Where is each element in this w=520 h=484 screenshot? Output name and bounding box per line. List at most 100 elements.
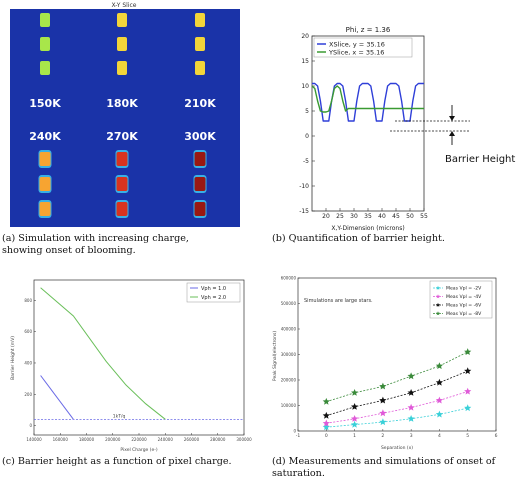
series-line (326, 351, 468, 403)
data-point-star (464, 387, 472, 395)
data-point-star (464, 348, 472, 355)
pixel-blob (40, 61, 50, 75)
pixel-blob (117, 37, 127, 51)
chart-b-xlabel: X,Y-Dimension (microns) (331, 225, 404, 232)
data-point-star (407, 372, 415, 380)
y-tick-label: 200 (24, 392, 32, 397)
pixel-blob (194, 202, 206, 216)
data-point-star (351, 403, 359, 410)
figure-a-title: X-Y Slice (112, 2, 137, 9)
data-point-star (379, 418, 387, 426)
pixel-blob (40, 13, 50, 27)
y-tick-label: 800 (24, 298, 32, 303)
x-tick-label: 3 (410, 433, 413, 439)
data-point-star (322, 423, 330, 431)
chart-c-barrier-vs-charge: 140000 160000 180000 200000 220000 240000 2600… (10, 279, 252, 453)
data-point-star (464, 367, 472, 375)
x-tick-label: 6 (495, 433, 498, 439)
data-point-star (379, 396, 387, 404)
legend-label: Meas Vpl = -6V (446, 303, 482, 309)
y-tick-label: 0 (29, 423, 32, 428)
x-tick-label: 4 (438, 433, 441, 439)
series-line (326, 391, 468, 424)
legend-label-vph2: Vph = 2.0 (201, 295, 226, 301)
chart-d-note: Simulations are large stars. (304, 298, 373, 304)
pixel-blob (195, 13, 205, 27)
x-tick-label: 140000 (26, 437, 42, 442)
series-line (311, 85, 424, 113)
data-point-star (351, 389, 359, 396)
pixel-blob (116, 202, 128, 216)
data-point-star (322, 411, 330, 419)
y-tick-label: 400 (24, 360, 32, 365)
chart-c-xlabel: Pixel Charge (e-) (120, 447, 158, 453)
data-point-star (407, 415, 415, 422)
series-line (312, 82, 424, 122)
series-line (40, 287, 166, 420)
y-tick-label: -5 (303, 158, 309, 165)
x-tick-label: 5 (466, 433, 469, 439)
x-tick-label: 55 (420, 213, 428, 220)
legend-label-xslice: XSlice, y = 35.16 (329, 41, 385, 49)
charge-label: 150K (29, 97, 61, 110)
pixel-blob (116, 152, 128, 166)
y-tick-label: 15 (301, 58, 309, 65)
chart-d-saturation: -1 0 1 2 3 4 5 60100000200000300000400000500000… (272, 276, 498, 452)
pixel-blob (195, 61, 205, 75)
y-tick-label: 300000 (281, 352, 297, 357)
x-tick-label: 0 (325, 433, 328, 439)
pixel-blob (194, 177, 206, 191)
barrier-arrowhead-down (449, 116, 455, 121)
y-tick-label: 20 (301, 33, 309, 40)
figure-a-simulation: X-Y Slice 150K 180K 210K 240K 270K 300K (10, 2, 240, 227)
data-point-star (435, 362, 443, 369)
pixel-blob (116, 177, 128, 191)
series-line (40, 375, 74, 420)
y-tick-label: 0 (293, 429, 296, 434)
x-tick-label: 220000 (131, 437, 147, 442)
charge-label: 180K (106, 97, 138, 110)
caption-c: (c) Barrier height as a function of pixe… (2, 456, 232, 467)
barrier-arrowhead-up (449, 131, 455, 136)
y-tick-label: 600000 (281, 276, 297, 281)
chart-d-legend (429, 280, 493, 319)
chart-b-title: Phi, z = 1.36 (346, 26, 391, 34)
charge-label: 270K (106, 130, 138, 143)
pixel-blob (194, 152, 206, 166)
charge-label: 240K (29, 130, 61, 143)
y-tick-label: -15 (299, 208, 309, 215)
series-line (326, 407, 468, 428)
pixel-blob (39, 177, 51, 191)
x-tick-label: 35 (364, 213, 372, 220)
x-tick-label: 240000 (158, 437, 174, 442)
chart-b-legend (313, 37, 413, 58)
chart-d-ylabel: Peak Signal(electrons) (272, 331, 278, 381)
legend-label: Meas Vpl = -2V (446, 286, 482, 292)
chart-c-legend (186, 282, 241, 303)
legend-label-vph1: Vph = 1.0 (201, 286, 226, 292)
x-tick-label: 50 (406, 213, 414, 220)
chart-b-barrier: Phi, z = 1.36 20 25 30 35 40 45 50 5520151050-5… (299, 26, 515, 232)
data-point-star (435, 410, 443, 418)
barrier-height-label: Barrier Height (445, 154, 515, 165)
chart-c-frame (33, 279, 245, 436)
y-tick-label: 5 (305, 108, 309, 115)
x-tick-label: 25 (336, 213, 344, 220)
charge-label: 300K (184, 130, 216, 143)
data-point-star (379, 409, 387, 417)
data-point-star (322, 419, 330, 427)
x-tick-label: 280000 (210, 437, 226, 442)
x-tick-label: 40 (378, 213, 386, 220)
legend-star (435, 311, 441, 316)
chart-b-frame (311, 35, 425, 212)
legend-star (435, 285, 441, 290)
pixel-blob (40, 37, 50, 51)
x-tick-label: 30 (350, 213, 358, 220)
data-point-star (379, 382, 387, 390)
y-tick-label: 100000 (281, 403, 297, 408)
hline-label-1kt: 1kT/q (113, 413, 126, 419)
x-tick-label: 200000 (105, 437, 121, 442)
pixel-blob (117, 61, 127, 75)
caption-a: (a) Simulation with increasing charge, s… (2, 233, 189, 256)
data-point-star (407, 389, 415, 396)
